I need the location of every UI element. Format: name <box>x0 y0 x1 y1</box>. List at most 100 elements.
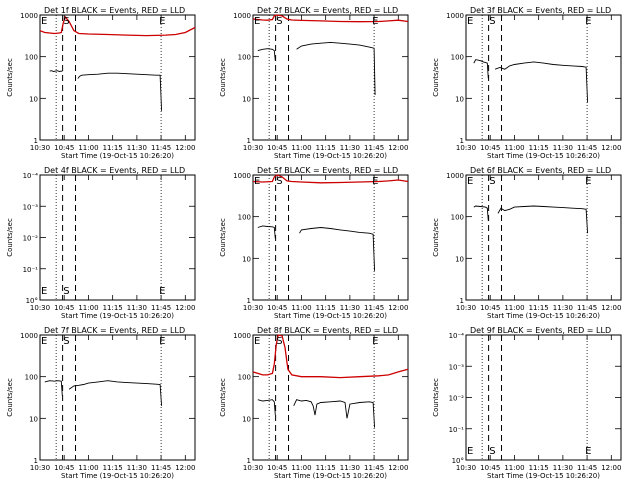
series-events-line <box>293 399 376 428</box>
panel-title: Det 2f BLACK = Events, RED = LLD <box>257 6 398 15</box>
x-tick-label: 10:45 <box>267 144 287 152</box>
end-marker-label: E <box>372 16 378 27</box>
y-tick-label: 100 <box>238 214 251 222</box>
x-tick-label: 10:30 <box>456 464 476 472</box>
y-tick-label: 1 <box>247 457 251 465</box>
x-tick-label: 11:45 <box>364 464 384 472</box>
y-tick-label: 1000 <box>20 12 38 20</box>
x-tick-label: 11:00 <box>78 464 98 472</box>
series-events-line <box>473 205 489 221</box>
y-tick-label: 10⁻³ <box>449 363 465 371</box>
x-tick-label: 11:30 <box>553 304 573 312</box>
start-marker-label: E <box>41 16 47 27</box>
y-tick-label: 100 <box>238 54 251 62</box>
x-tick-label: 12:00 <box>388 464 408 472</box>
y-tick-label: 10 <box>242 415 251 423</box>
panel-det-4: Det 4f BLACK = Events, RED = LLD 10:30 10:… <box>6 166 196 320</box>
y-tick-label: 10 <box>29 95 38 103</box>
start-marker-label: S <box>489 446 495 457</box>
plot-frame <box>465 334 622 461</box>
x-tick-label: 11:15 <box>529 144 549 152</box>
start-marker-label: S <box>276 16 282 27</box>
x-tick-label: 10:30 <box>243 304 263 312</box>
x-tick-label: 11:15 <box>103 144 123 152</box>
y-tick-label: 10° <box>452 457 464 465</box>
plot-frame <box>39 14 196 141</box>
x-tick-label: 12:00 <box>388 144 408 152</box>
start-marker-label: E <box>41 336 47 347</box>
x-tick-label: 12:00 <box>601 464 621 472</box>
x-axis-label: Start Time (19-Oct-15 10:26:20) <box>61 472 174 480</box>
x-tick-label: 11:30 <box>553 464 573 472</box>
series-events-line <box>77 72 163 111</box>
x-axis-label: Start Time (19-Oct-15 10:26:20) <box>61 152 174 160</box>
x-tick-label: 10:45 <box>267 304 287 312</box>
start-marker-label: E <box>41 286 47 297</box>
panel-det-5: Det 5f BLACK = Events, RED = LLD 10:30 10:… <box>219 166 409 320</box>
y-tick-label: 1 <box>460 297 464 305</box>
y-tick-label: 10° <box>26 297 38 305</box>
series-events-line <box>497 205 589 234</box>
x-tick-label: 11:45 <box>364 144 384 152</box>
x-tick-label: 11:15 <box>316 304 336 312</box>
y-axis-label: Counts/sec <box>219 58 227 97</box>
series-events-line <box>257 225 276 239</box>
x-tick-label: 11:15 <box>103 464 123 472</box>
panel-det-9: Det 9f BLACK = Events, RED = LLD 10:30 10:… <box>432 326 622 480</box>
panel-title: Det 9f BLACK = Events, RED = LLD <box>470 326 611 335</box>
y-tick-label: 10⁻² <box>449 395 465 403</box>
y-tick-label: 1 <box>460 137 464 145</box>
series-events-line <box>44 380 63 396</box>
y-tick-label: 10 <box>455 255 464 263</box>
panel-title: Det 6f BLACK = Events, RED = LLD <box>470 166 611 175</box>
series-events-line <box>257 48 276 61</box>
y-tick-label: 100 <box>25 54 38 62</box>
x-tick-label: 10:45 <box>54 304 74 312</box>
panel-title: Det 8f BLACK = Events, RED = LLD <box>257 326 398 335</box>
x-tick-label: 10:30 <box>456 144 476 152</box>
y-tick-label: 10⁻⁴ <box>449 332 465 340</box>
start-marker-label: S <box>63 286 69 297</box>
y-axis-label: Counts/sec <box>6 58 14 97</box>
y-tick-label: 10 <box>242 255 251 263</box>
x-tick-label: 10:45 <box>480 464 500 472</box>
panel-title: Det 3f BLACK = Events, RED = LLD <box>470 6 611 15</box>
x-tick-label: 11:00 <box>504 304 524 312</box>
y-axis-label: Counts/sec <box>6 218 14 257</box>
end-marker-label: E <box>159 286 165 297</box>
start-marker-label: E <box>254 176 260 187</box>
y-tick-label: 10⁻¹ <box>449 426 465 434</box>
y-tick-label: 1 <box>34 137 38 145</box>
x-axis-label: Start Time (19-Oct-15 10:26:20) <box>274 472 387 480</box>
x-tick-label: 11:45 <box>364 304 384 312</box>
series-lld-line <box>39 15 196 37</box>
x-tick-label: 10:45 <box>480 144 500 152</box>
x-axis-label: Start Time (19-Oct-15 10:26:20) <box>61 312 174 320</box>
y-axis-label: Counts/sec <box>432 378 440 417</box>
y-tick-label: 10⁻² <box>23 235 39 243</box>
x-tick-label: 11:30 <box>553 144 573 152</box>
x-tick-label: 11:45 <box>151 144 171 152</box>
x-tick-label: 11:00 <box>291 144 311 152</box>
series-lld-line <box>252 14 409 23</box>
x-tick-label: 10:45 <box>480 304 500 312</box>
start-marker-label: E <box>254 336 260 347</box>
x-tick-label: 12:00 <box>601 144 621 152</box>
x-tick-label: 11:00 <box>504 144 524 152</box>
plot-frame <box>252 334 409 461</box>
x-axis-label: Start Time (19-Oct-15 10:26:20) <box>274 312 387 320</box>
y-tick-label: 1000 <box>20 332 38 340</box>
end-marker-label: E <box>585 16 591 27</box>
y-tick-label: 1000 <box>233 172 251 180</box>
panel-title: Det 7f BLACK = Events, RED = LLD <box>44 326 185 335</box>
x-tick-label: 10:45 <box>267 464 287 472</box>
x-tick-label: 10:45 <box>54 144 74 152</box>
x-tick-label: 12:00 <box>175 464 195 472</box>
x-tick-label: 11:45 <box>577 304 597 312</box>
x-tick-label: 12:00 <box>601 304 621 312</box>
x-tick-label: 11:30 <box>127 464 147 472</box>
plot-frame <box>39 334 196 461</box>
x-tick-label: 11:15 <box>316 464 336 472</box>
y-tick-label: 10⁻⁴ <box>23 172 39 180</box>
